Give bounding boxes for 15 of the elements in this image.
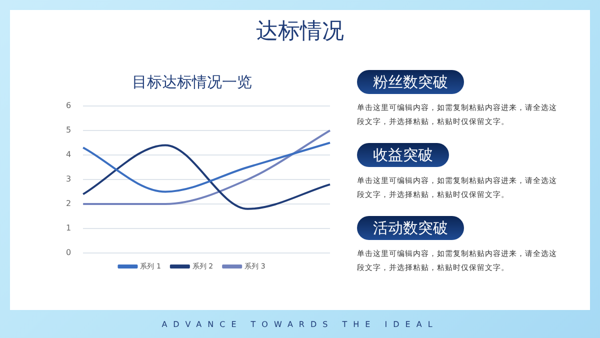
text: 收益突破 [357,143,449,167]
text: 达标情况 [255,18,345,46]
y-tick-label: 1 [66,224,72,233]
y-tick-label: 6 [66,101,72,110]
y-tick-label: 3 [66,174,72,184]
y-tick-label: 4 [66,150,72,160]
line-series [82,144,331,210]
y-tick-label: 2 [66,199,72,208]
line-series [82,142,331,193]
text: ADVANCE TOWARDS THE IDEAL [160,320,440,329]
text: 活动数突破 [357,216,464,240]
y-tick-label: 5 [66,126,72,135]
chart-title: 目标达标情况一览 [132,72,252,91]
y-tick-label: 0 [66,248,72,258]
text: 粉丝数突破 [357,70,464,94]
